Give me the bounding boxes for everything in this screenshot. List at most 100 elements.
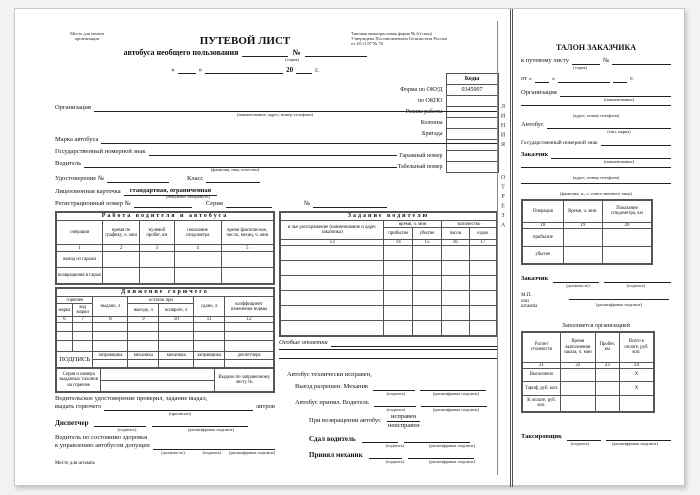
handed-sign-caption: (подпись)	[385, 443, 405, 448]
handed-sign-blank	[361, 436, 398, 443]
group-header: время, ч. мин	[383, 220, 442, 229]
license-label: Удостоверение №	[55, 175, 105, 182]
talon-org-blank	[559, 90, 671, 97]
group-header: остаток при	[127, 296, 195, 305]
driver-row: Водитель	[55, 160, 397, 168]
license-card-row: Лицензионная карточка стандартная, огран…	[55, 187, 355, 196]
talon-customer-addr-caption: (адрес, номер телефона)	[572, 175, 620, 180]
bus-accepted-row: Автобус принял. Водитель	[295, 399, 498, 407]
talon-position-caption: (должность)	[566, 283, 590, 288]
talon-customer-caption: (наименование)	[603, 159, 635, 164]
col-num: 20	[601, 221, 653, 229]
row-label: убытие	[521, 245, 564, 265]
col-num: 24	[618, 361, 655, 369]
col-num: 10	[158, 316, 195, 324]
received-decode-caption: (расшифровка подписи)	[429, 459, 475, 464]
empty-cell	[468, 260, 498, 277]
received-decode-blank	[407, 452, 474, 459]
health-decode-caption: (расшифровка подписи)	[229, 450, 275, 455]
talon-customer-label: Заказчик	[521, 151, 549, 158]
number-blank	[304, 50, 367, 57]
form-subtitle: автобуса необщего пользования	[123, 48, 239, 57]
driver-blank	[84, 161, 397, 168]
taxer-decode-caption: (расшифровка подписи)	[612, 441, 658, 446]
empty-cell	[279, 305, 385, 322]
empty-cell	[193, 322, 226, 333]
talon-quote-close: »	[551, 75, 556, 82]
empty-cell	[412, 275, 442, 292]
talon-bus-row: Автобус	[521, 121, 671, 129]
registration-blank	[133, 201, 192, 208]
col-header: возврате, л	[158, 303, 195, 318]
codes-label: Форма по ОКУД	[400, 86, 443, 93]
talon-year-suffix: г.	[630, 75, 634, 82]
date-day-blank	[177, 67, 196, 74]
state-good: исправен	[387, 413, 421, 422]
empty-cell	[412, 305, 442, 322]
codes-label: Колонна	[420, 119, 443, 126]
row-label: прибытие	[521, 227, 564, 247]
row-label: Выполнено	[521, 367, 562, 382]
empty-cell	[193, 340, 226, 353]
col-num: 2	[102, 244, 141, 253]
taxer-decode-blank	[605, 434, 671, 441]
form-title: ПУТЕВОЙ ЛИСТ	[199, 35, 291, 47]
empty-cell	[100, 367, 216, 381]
empty-cell	[55, 340, 73, 353]
talon-plate-blank	[600, 139, 671, 146]
driver-label: Водитель	[55, 160, 82, 167]
talon-cost-table: Расчет стоимости Время выполнения заказа…	[521, 331, 655, 414]
date-quote-open: «	[171, 66, 175, 74]
date-year-prefix: 20	[286, 66, 294, 74]
driver-sign-caption: (подпись)	[386, 407, 406, 412]
talon-org-blank2	[521, 99, 671, 106]
empty-cell	[560, 394, 596, 413]
col-header: в чье распоряжение (наименование и адрес…	[279, 220, 385, 241]
empty-cell	[383, 320, 414, 337]
plate-blank	[148, 149, 397, 156]
empty-cell	[127, 340, 160, 353]
col-num: 23	[594, 361, 620, 369]
bus-ok-line: Автобус технически исправен,	[287, 371, 372, 378]
talon-bus-blank	[546, 122, 671, 129]
empty-cell	[383, 305, 414, 322]
empty-cell	[220, 267, 275, 285]
series-blank2	[225, 201, 272, 208]
taxer-row: Таксировщик	[521, 433, 671, 441]
special-notes-blank	[330, 340, 498, 347]
return-state-label: При возвращении автобус	[309, 417, 382, 425]
empty-cell	[92, 331, 129, 342]
empty-cell	[412, 245, 442, 262]
filled-by-org-label: Заполняется организацией	[562, 323, 630, 329]
talon-from-label: от «	[521, 75, 532, 82]
empty-cell	[560, 380, 596, 396]
sign-role: заправщика	[92, 351, 129, 361]
col-header: сдано, л	[193, 296, 226, 318]
mp-decode-caption: (расшифровка подписи)	[596, 302, 642, 307]
form-note: Типовая межотраслевая форма № 6-(спец) У…	[351, 31, 509, 46]
customer-talon: ТАЛОН ЗАКАЗЧИКА к путевому листу № (сери…	[510, 9, 686, 487]
sign-role: заправщика	[193, 351, 226, 361]
talon-plate-label: Государственный номерной знак	[521, 140, 598, 146]
brand-row: Марка автобуса	[55, 136, 498, 144]
date-year-blank	[296, 67, 313, 74]
license-card-caption: (ненужное зачеркнуть)	[166, 194, 210, 199]
mechanic-decode-caption: (расшифровка подписи)	[433, 391, 479, 396]
form-note-line2: Утверждена Постановлением Госкомстата Ро…	[351, 36, 447, 41]
empty-cell	[158, 322, 195, 333]
title-block: ПУТЕВОЙ ЛИСТ автобуса необщего пользован…	[111, 35, 379, 74]
fuel-issue-row: выдать горючего литров	[55, 403, 275, 411]
license-row: Удостоверение № Класс	[55, 175, 355, 183]
received-row: Принял механик	[309, 451, 498, 459]
stamp-note-line2: организации	[74, 36, 100, 41]
empty-cell	[383, 260, 414, 277]
empty-cell	[139, 267, 175, 285]
col-header: Всего к оплате, руб. коп.	[618, 331, 655, 363]
empty-cell	[173, 251, 222, 269]
license-card-label: Лицензионная карточка	[55, 188, 121, 195]
col-header: показание спидометра	[173, 220, 222, 246]
form-note-line3: от 28.11.97 № 78	[351, 41, 383, 46]
col-num: 8	[92, 316, 129, 324]
brand-label: Марка автобуса	[55, 136, 99, 143]
empty-cell	[383, 290, 414, 307]
